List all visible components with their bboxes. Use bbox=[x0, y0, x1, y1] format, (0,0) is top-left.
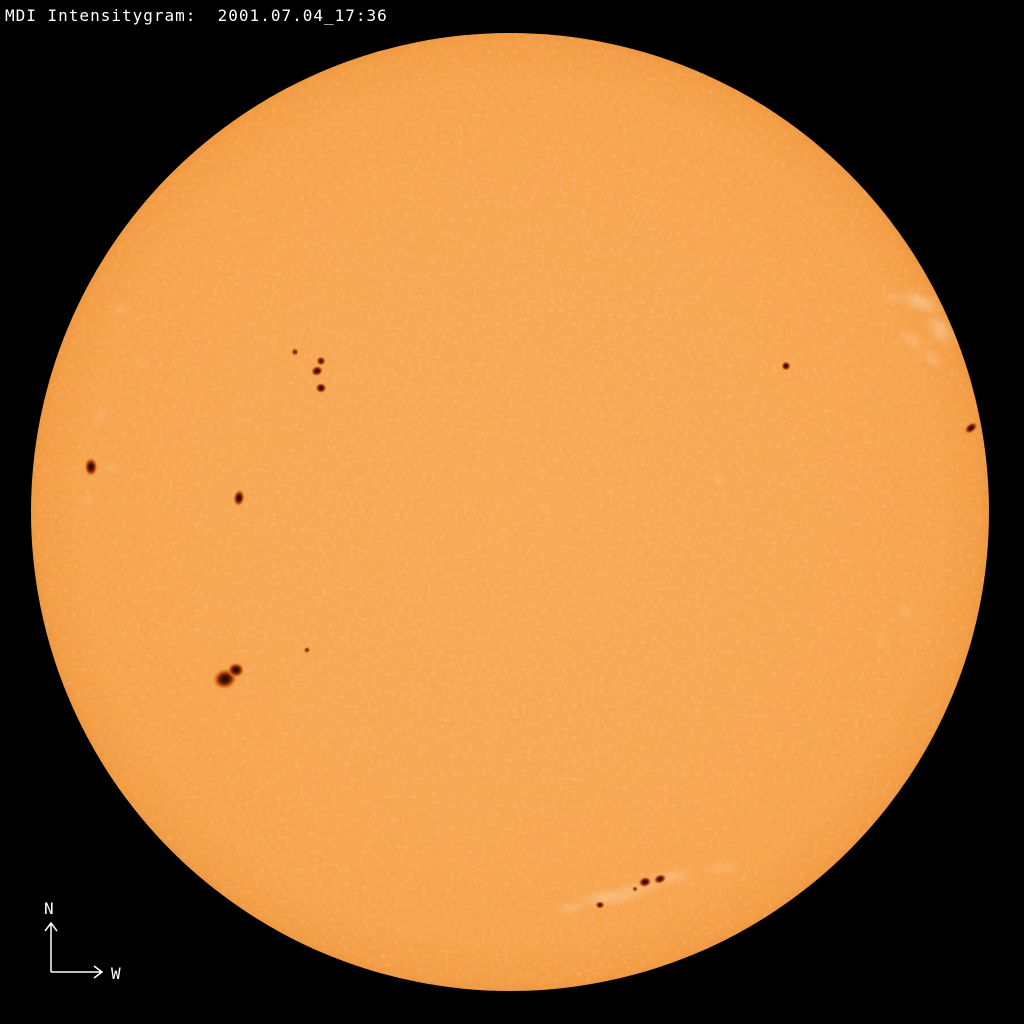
facula-patch bbox=[78, 492, 98, 508]
facula-patch bbox=[895, 289, 945, 315]
granulation-texture bbox=[31, 33, 989, 991]
facula-patch bbox=[552, 901, 588, 915]
facula-patch bbox=[99, 460, 125, 476]
facula-patch bbox=[881, 291, 905, 305]
facula-patch bbox=[715, 477, 721, 483]
image-title: MDI Intensitygram: 2001.07.04_17:36 bbox=[5, 6, 388, 25]
compass-west-label: W bbox=[111, 964, 121, 983]
facula-patch bbox=[895, 597, 915, 627]
facula-patch bbox=[921, 346, 943, 370]
facula-patch bbox=[108, 300, 132, 320]
compass: N W bbox=[44, 899, 121, 983]
compass-north-arrow bbox=[44, 921, 58, 972]
compass-north-label: N bbox=[44, 899, 54, 918]
sunspot bbox=[963, 421, 979, 435]
sunspot bbox=[315, 382, 327, 394]
facula-patch bbox=[132, 354, 148, 366]
sunspot bbox=[232, 489, 246, 507]
facula-patch bbox=[924, 312, 956, 348]
sunspot bbox=[653, 873, 667, 885]
sunspot bbox=[595, 901, 605, 909]
facula-patch bbox=[874, 630, 890, 650]
compass-west-arrow bbox=[51, 965, 104, 979]
sunspot bbox=[84, 457, 98, 477]
sunspot bbox=[291, 348, 299, 356]
sunspot bbox=[316, 356, 326, 366]
sunspot bbox=[227, 662, 245, 678]
sunspots-layer bbox=[84, 348, 979, 909]
facula-patch bbox=[616, 879, 664, 897]
sunspot bbox=[632, 886, 638, 892]
facula-patch bbox=[700, 860, 744, 876]
facula-patch bbox=[898, 328, 926, 352]
sunspot bbox=[638, 876, 652, 888]
sunspot bbox=[781, 361, 791, 371]
facula-patch bbox=[91, 404, 109, 426]
sunspot bbox=[303, 646, 311, 654]
sunspot bbox=[310, 365, 324, 377]
